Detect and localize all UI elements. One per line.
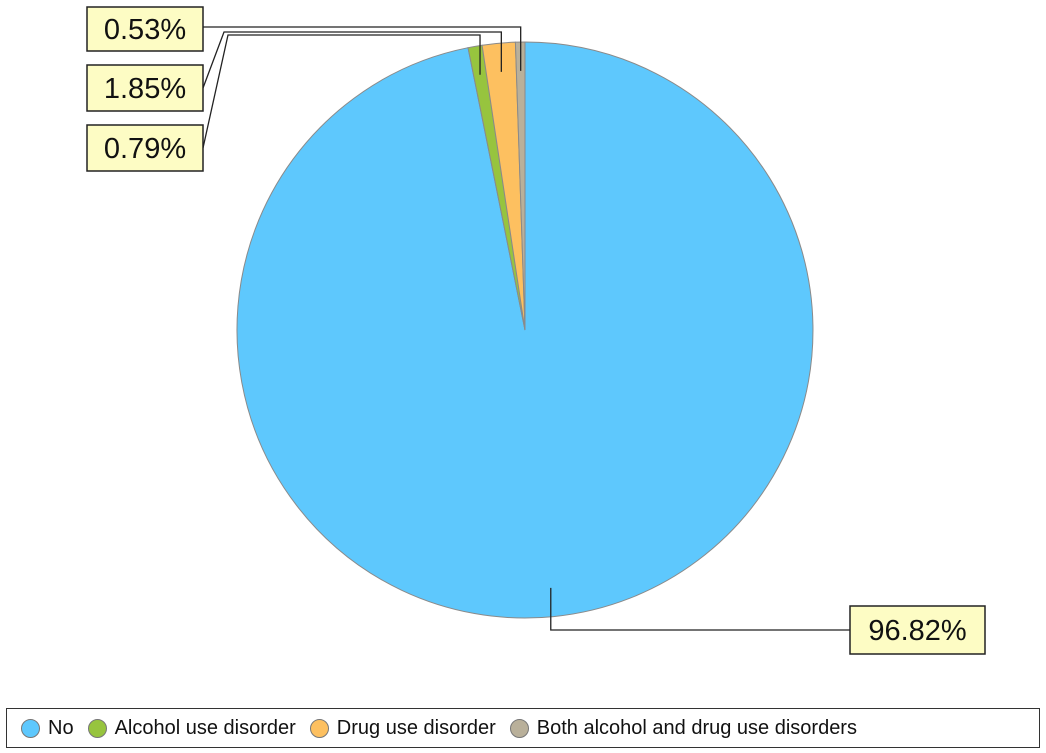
legend-item-both: Both alcohol and drug use disorders: [509, 716, 857, 740]
legend-item-drug: Drug use disorder: [309, 716, 496, 740]
data-label-no: 96.82%: [868, 615, 966, 647]
leader-line-drug: [202, 31, 502, 89]
legend-label-alcohol: Alcohol use disorder: [114, 716, 296, 739]
data-label-box-alcohol: [86, 124, 204, 172]
legend: No Alcohol use disorder Drug use disorde…: [6, 708, 1040, 748]
legend-swatch-no: [21, 718, 40, 738]
leader-line-no: [550, 587, 850, 631]
legend-label-no: No: [48, 716, 74, 739]
legend-label-both: Both alcohol and drug use disorders: [536, 716, 857, 739]
data-label-drug: 1.85%: [104, 73, 186, 105]
legend-swatch-drug: [309, 718, 329, 738]
data-label-box-both: [86, 6, 204, 52]
label-leader-lines: [202, 26, 850, 631]
data-label-box-drug: [86, 64, 204, 112]
data-labels: 96.82% 0.79% 1.85% 0.53%: [86, 6, 986, 655]
leader-line-alcohol: [202, 34, 481, 149]
data-label-both: 0.53%: [104, 14, 186, 46]
pie-chart: 96.82% 0.79% 1.85% 0.53%: [86, 6, 986, 655]
legend-label-drug: Drug use disorder: [336, 716, 496, 739]
data-label-box-no: [849, 605, 986, 655]
pie-slices: [236, 41, 814, 619]
data-label-alcohol: 0.79%: [104, 133, 186, 165]
leader-line-both: [203, 26, 522, 71]
legend-item-no: No: [21, 717, 74, 740]
legend-item-alcohol: Alcohol use disorder: [87, 716, 296, 740]
legend-swatch-both: [509, 718, 529, 738]
legend-swatch-alcohol: [87, 718, 107, 738]
